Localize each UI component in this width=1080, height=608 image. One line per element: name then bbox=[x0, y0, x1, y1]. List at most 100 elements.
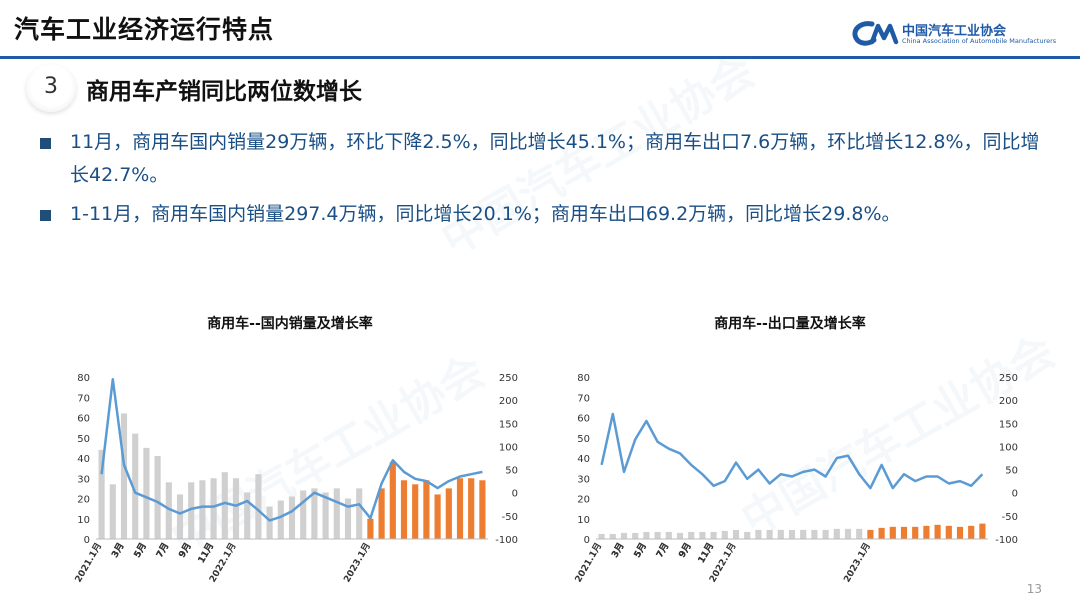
bar bbox=[833, 528, 840, 539]
bar bbox=[654, 531, 661, 539]
bar bbox=[900, 526, 908, 539]
caam-logo-icon bbox=[852, 21, 899, 46]
bar bbox=[445, 488, 452, 539]
growth-rate-line bbox=[600, 412, 984, 490]
bar bbox=[721, 530, 728, 539]
bar bbox=[699, 531, 706, 539]
x-tick-label: 7月 bbox=[654, 541, 671, 560]
bar bbox=[912, 526, 919, 539]
chart-title-export: 商用车--出口量及增长率 bbox=[714, 316, 866, 332]
x-tick-label: 2021.1月 bbox=[573, 541, 604, 584]
y-right-tick-label: -50 bbox=[1002, 512, 1018, 523]
y-right-tick-label: 50 bbox=[505, 466, 518, 477]
y-left-tick-label: 0 bbox=[584, 535, 590, 546]
y-right-tick-label: 150 bbox=[999, 419, 1018, 430]
bar bbox=[412, 484, 419, 539]
bar bbox=[311, 488, 318, 539]
bar bbox=[277, 500, 284, 539]
bar bbox=[777, 529, 784, 539]
bar bbox=[856, 528, 863, 539]
x-tick-label: 3月 bbox=[609, 541, 626, 560]
bar bbox=[132, 433, 139, 539]
bar bbox=[456, 478, 464, 539]
bar bbox=[968, 525, 975, 539]
bar bbox=[979, 523, 986, 539]
bar bbox=[333, 488, 340, 539]
bar bbox=[934, 524, 941, 539]
bar bbox=[844, 528, 852, 539]
bar bbox=[878, 527, 885, 539]
section-number: 3 bbox=[44, 74, 58, 99]
bar bbox=[468, 478, 475, 539]
growth-rate-line bbox=[100, 378, 483, 522]
square-bullet-icon bbox=[40, 210, 51, 221]
bar bbox=[389, 462, 396, 539]
bar bbox=[120, 413, 128, 539]
y-left-tick-label: 10 bbox=[77, 515, 90, 526]
slide-title: 汽车工业经济运行特点 bbox=[14, 15, 275, 44]
y-left-tick-label: 40 bbox=[77, 454, 90, 465]
bar bbox=[800, 529, 807, 539]
bar bbox=[165, 482, 172, 539]
bar bbox=[688, 531, 695, 539]
bar bbox=[755, 529, 762, 539]
slide-header: 汽车工业经济运行特点 中国汽车工业协会 China Association of… bbox=[0, 0, 1080, 59]
y-left-tick-label: 60 bbox=[577, 414, 590, 425]
x-tick-label: 11月 bbox=[196, 541, 216, 565]
bar bbox=[244, 492, 251, 539]
bar bbox=[766, 529, 773, 539]
x-tick-label: 2023.1月 bbox=[842, 541, 873, 584]
header-divider bbox=[0, 56, 1080, 59]
y-right-tick-label: 100 bbox=[499, 442, 518, 453]
y-left-tick-label: 20 bbox=[577, 495, 590, 506]
logo-name-en: China Association of Automobile Manufact… bbox=[902, 37, 1057, 45]
y-left-tick-label: 10 bbox=[577, 515, 590, 526]
square-bullet-icon bbox=[40, 138, 51, 149]
y-left-tick-label: 40 bbox=[577, 454, 590, 465]
bar bbox=[423, 480, 430, 539]
bar bbox=[956, 526, 964, 539]
bullet-item: 1-11月，商用车国内销量297.4万辆，同比增长20.1%；商用车出口69.2… bbox=[38, 198, 1058, 231]
y-right-tick-label: 250 bbox=[999, 373, 1018, 384]
y-left-tick-label: 50 bbox=[577, 434, 590, 445]
section-heading: 3 商用车产销同比两位数增长 bbox=[26, 64, 1066, 112]
y-right-tick-label: 0 bbox=[1012, 489, 1018, 500]
bar bbox=[210, 478, 217, 539]
y-left-tick-label: 0 bbox=[84, 535, 90, 546]
y-left-tick-label: 80 bbox=[577, 373, 590, 384]
y-right-tick-label: -100 bbox=[495, 535, 518, 546]
bar bbox=[479, 480, 486, 539]
bar bbox=[923, 525, 930, 539]
bar bbox=[356, 488, 363, 539]
bar bbox=[109, 484, 116, 539]
section-number-badge: 3 bbox=[26, 64, 76, 112]
bar bbox=[788, 529, 796, 539]
bar bbox=[176, 494, 184, 539]
section-title: 商用车产销同比两位数增长 bbox=[86, 79, 362, 105]
bar bbox=[811, 529, 818, 539]
y-left-tick-label: 70 bbox=[77, 393, 90, 404]
y-right-tick-label: 150 bbox=[499, 419, 518, 430]
bar bbox=[609, 533, 616, 539]
bar bbox=[255, 474, 262, 539]
bullet-item: 11月，商用车国内销量29万辆，环比下降2.5%，同比增长45.1%；商用车出口… bbox=[38, 126, 1058, 192]
bar bbox=[300, 490, 307, 539]
y-right-tick-label: 200 bbox=[499, 396, 518, 407]
bar bbox=[434, 494, 441, 539]
bar bbox=[221, 472, 228, 539]
x-tick-label: 9月 bbox=[177, 541, 194, 560]
bar bbox=[98, 449, 105, 539]
x-tick-label: 2023.1月 bbox=[342, 541, 373, 584]
page-number: 13 bbox=[1026, 582, 1042, 596]
bar bbox=[598, 533, 605, 539]
y-left-tick-label: 60 bbox=[77, 414, 90, 425]
bar bbox=[344, 498, 352, 539]
bar bbox=[143, 447, 150, 539]
y-left-tick-label: 70 bbox=[577, 393, 590, 404]
chart-title-domestic: 商用车--国内销量及增长率 bbox=[207, 316, 373, 332]
x-tick-label: 5月 bbox=[632, 541, 649, 560]
y-right-tick-label: 250 bbox=[499, 373, 518, 384]
y-left-tick-label: 30 bbox=[77, 474, 90, 485]
bar bbox=[643, 531, 650, 539]
bar bbox=[889, 526, 896, 539]
